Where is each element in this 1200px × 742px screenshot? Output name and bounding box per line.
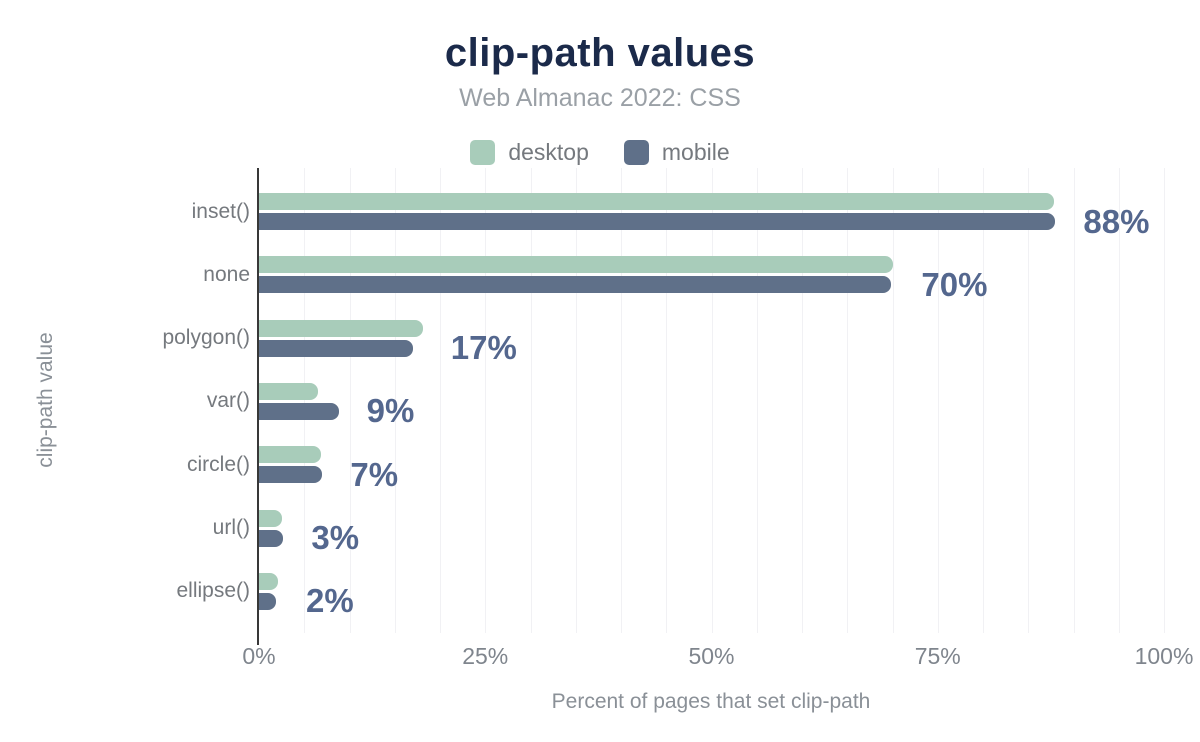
chart-subtitle: Web Almanac 2022: CSS [459, 84, 741, 112]
x-tick-label-50: 50% [688, 643, 735, 669]
desktop-series-swatch [470, 140, 496, 165]
x-tick-label-100: 100% [1134, 643, 1194, 669]
gridline-60pct [802, 168, 803, 633]
x-axis-title: Percent of pages that set clip-path [551, 690, 871, 713]
bar-mobile-inset[interactable] [259, 213, 1056, 230]
bar-desktop-var[interactable] [259, 382, 318, 400]
gridline-45pct [666, 168, 668, 633]
gridline-85pct [1028, 168, 1030, 633]
legend-label-mobile: mobile [661, 139, 730, 165]
bar-mobile-polygon[interactable] [259, 339, 413, 357]
bar-desktop-circle[interactable] [259, 446, 322, 464]
gridline-55pct [756, 168, 758, 633]
gridline-35pct [575, 168, 577, 633]
bar-desktop-inset[interactable] [259, 193, 1054, 210]
x-tick-label-75: 75% [914, 643, 961, 669]
gridline-40pct [621, 168, 622, 633]
gridline-30pct [530, 168, 532, 633]
category-label-ellipse: ellipse() [176, 579, 250, 603]
gridline-5pct [304, 168, 306, 633]
gridline-50pct [711, 168, 713, 633]
bar-desktop-none[interactable] [259, 256, 894, 274]
value-label-polygon: 17% [450, 329, 517, 367]
legend-item-mobile[interactable]: mobile [623, 139, 730, 166]
y-axis-line [257, 168, 259, 645]
gridline-70pct [892, 168, 894, 633]
legend-item-desktop[interactable]: desktop [470, 139, 589, 166]
value-label-var: 9% [366, 392, 415, 430]
bar-desktop-ellipse[interactable] [259, 572, 278, 590]
bar-desktop-url[interactable] [259, 509, 282, 527]
category-label-var: var() [206, 389, 250, 413]
category-label-url: url() [212, 516, 250, 540]
chart-title: clip-path values [444, 31, 756, 75]
value-label-circle: 7% [350, 455, 399, 493]
x-tick-label-0: 0% [242, 643, 276, 669]
category-label-circle: circle() [187, 452, 250, 476]
value-label-none: 70% [921, 265, 988, 303]
bar-desktop-polygon[interactable] [259, 319, 423, 337]
bar-mobile-ellipse[interactable] [259, 592, 277, 610]
gridline-65pct [847, 168, 849, 633]
category-label-none: none [203, 262, 250, 286]
category-label-polygon: polygon() [162, 326, 250, 350]
gridline-95pct [1118, 168, 1120, 633]
gridline-10pct [349, 168, 351, 633]
bar-mobile-circle[interactable] [259, 466, 323, 484]
legend-label-desktop: desktop [508, 139, 589, 165]
gridline-90pct [1073, 168, 1075, 633]
bar-mobile-url[interactable] [259, 529, 284, 547]
gridline-75pct [937, 168, 939, 633]
x-tick-label-25: 25% [462, 643, 509, 669]
gridline-25pct [485, 168, 487, 633]
mobile-series-swatch [623, 140, 649, 165]
value-label-ellipse: 2% [306, 582, 354, 620]
gridline-20pct [440, 168, 441, 633]
category-label-inset: inset() [191, 199, 250, 223]
gridline-100pct [1164, 168, 1165, 633]
gridline-15pct [394, 168, 396, 633]
gridline-80pct [983, 168, 984, 633]
bar-mobile-var[interactable] [259, 402, 339, 420]
legend: desktop mobile [0, 139, 1200, 166]
bar-mobile-none[interactable] [259, 276, 891, 294]
value-label-inset: 88% [1083, 202, 1150, 240]
value-label-url: 3% [311, 519, 360, 557]
